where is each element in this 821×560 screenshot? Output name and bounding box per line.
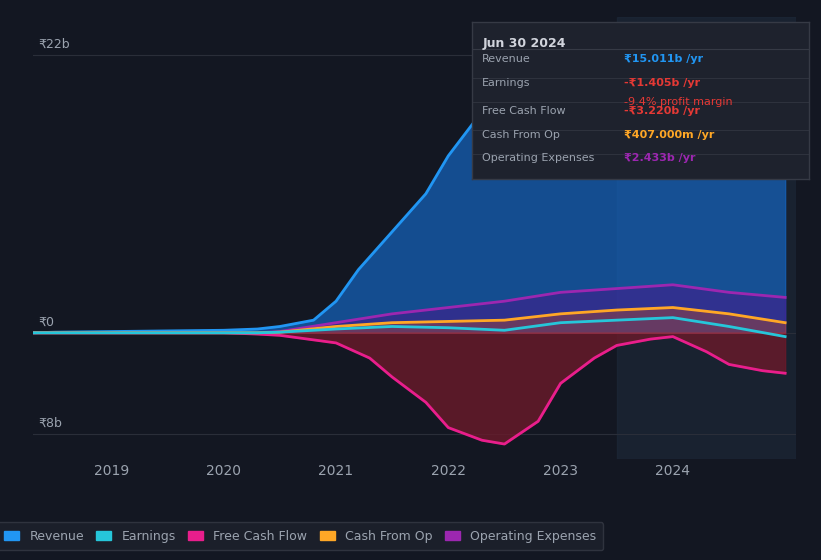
Text: ₹15.011b /yr: ₹15.011b /yr	[624, 54, 703, 64]
Text: Revenue: Revenue	[482, 54, 531, 64]
Text: -₹3.220b /yr: -₹3.220b /yr	[624, 105, 699, 115]
Text: Earnings: Earnings	[482, 78, 530, 88]
Text: ₹0: ₹0	[39, 316, 54, 329]
Text: -₹1.405b /yr: -₹1.405b /yr	[624, 78, 699, 88]
Text: Jun 30 2024: Jun 30 2024	[482, 36, 566, 49]
Text: ₹8b: ₹8b	[39, 417, 62, 430]
Text: ₹2.433b /yr: ₹2.433b /yr	[624, 152, 695, 162]
Text: Operating Expenses: Operating Expenses	[482, 152, 594, 162]
Text: Free Cash Flow: Free Cash Flow	[482, 105, 566, 115]
Text: ₹22b: ₹22b	[39, 38, 70, 51]
Text: ₹407.000m /yr: ₹407.000m /yr	[624, 130, 714, 140]
Text: Cash From Op: Cash From Op	[482, 130, 560, 140]
Legend: Revenue, Earnings, Free Cash Flow, Cash From Op, Operating Expenses: Revenue, Earnings, Free Cash Flow, Cash …	[0, 522, 603, 550]
Bar	[617, 17, 796, 459]
Text: -9.4% profit margin: -9.4% profit margin	[624, 97, 732, 107]
